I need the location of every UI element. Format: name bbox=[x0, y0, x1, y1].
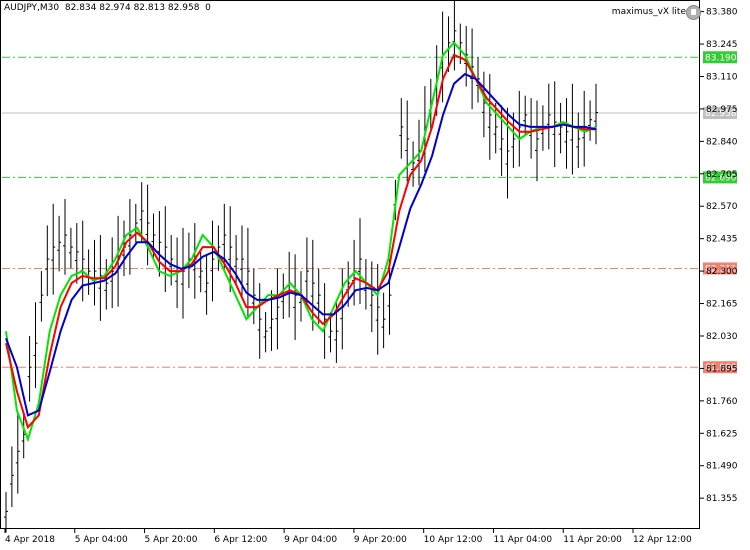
y-tick-label: 81.625 bbox=[706, 429, 738, 439]
price-bars bbox=[4, 0, 598, 533]
x-tick-label: 5 Apr 04:00 bbox=[75, 535, 128, 545]
y-tick-label: 82.840 bbox=[706, 137, 738, 147]
ohlc-values: 82.834 82.974 82.813 82.958 bbox=[64, 3, 200, 13]
level-tag bbox=[703, 361, 737, 374]
level-label: 81.900 bbox=[705, 363, 737, 373]
level-tag bbox=[703, 262, 737, 275]
y-tick-label: 81.490 bbox=[706, 462, 738, 472]
y-tick-label: 82.435 bbox=[706, 235, 738, 245]
x-tick-label: 5 Apr 20:00 bbox=[145, 535, 198, 545]
y-tick-label: 82.030 bbox=[706, 332, 738, 342]
x-tick-label: 9 Apr 04:00 bbox=[284, 535, 337, 545]
y-tick-label: 83.245 bbox=[706, 40, 738, 50]
level-label: 82.311 bbox=[705, 264, 737, 274]
x-tick-label: 4 Apr 2018 bbox=[5, 535, 55, 545]
x-tick-label: 11 Apr 20:00 bbox=[563, 535, 622, 545]
x-tick-label: 9 Apr 20:00 bbox=[354, 535, 407, 545]
level-label: 83.190 bbox=[705, 53, 737, 63]
header-extra: 0 bbox=[205, 3, 211, 13]
y-tick-label: 83.110 bbox=[706, 72, 738, 82]
chart-header: AUDJPY,M30 82.834 82.974 82.813 82.958 0 bbox=[4, 3, 211, 13]
level-label: 82.690 bbox=[705, 173, 737, 183]
gear-icon[interactable] bbox=[686, 5, 701, 20]
symbol-label: AUDJPY,M30 bbox=[4, 3, 60, 13]
x-tick-label: 11 Apr 04:00 bbox=[493, 535, 552, 545]
series-line-blue bbox=[5, 72, 597, 417]
indicator-name: maximus_vX lite bbox=[611, 7, 686, 17]
y-tick-label: 81.355 bbox=[706, 494, 738, 504]
indicator-lines bbox=[5, 41, 597, 443]
y-tick-label: 81.760 bbox=[706, 397, 738, 407]
x-tick-label: 6 Apr 12:00 bbox=[214, 535, 267, 545]
y-tick-label: 82.300 bbox=[706, 267, 738, 277]
plot-frame bbox=[0, 0, 700, 529]
y-axis: 83.380 83.245 83.110 82.975 82.840 82.705 82.5… bbox=[700, 8, 738, 504]
level-tag bbox=[703, 107, 737, 120]
y-tick-label: 82.975 bbox=[706, 105, 738, 115]
y-tick-label: 82.705 bbox=[706, 170, 738, 180]
y-tick-label: 82.165 bbox=[706, 300, 738, 310]
level-label: 82.958 bbox=[705, 109, 737, 119]
price-levels: 83.190 82.958 82.690 82.311 81.900 bbox=[2, 51, 737, 374]
x-axis: 4 Apr 2018 5 Apr 04:00 5 Apr 20:00 6 Apr 12… bbox=[4, 529, 692, 545]
level-tag bbox=[703, 171, 737, 184]
y-tick-label: 81.895 bbox=[706, 364, 738, 374]
level-tag bbox=[703, 51, 737, 64]
y-tick-label: 83.380 bbox=[706, 8, 738, 18]
y-tick-label: 82.570 bbox=[706, 202, 738, 212]
x-tick-label: 10 Apr 12:00 bbox=[424, 535, 483, 545]
x-tick-label: 12 Apr 12:00 bbox=[633, 535, 692, 545]
